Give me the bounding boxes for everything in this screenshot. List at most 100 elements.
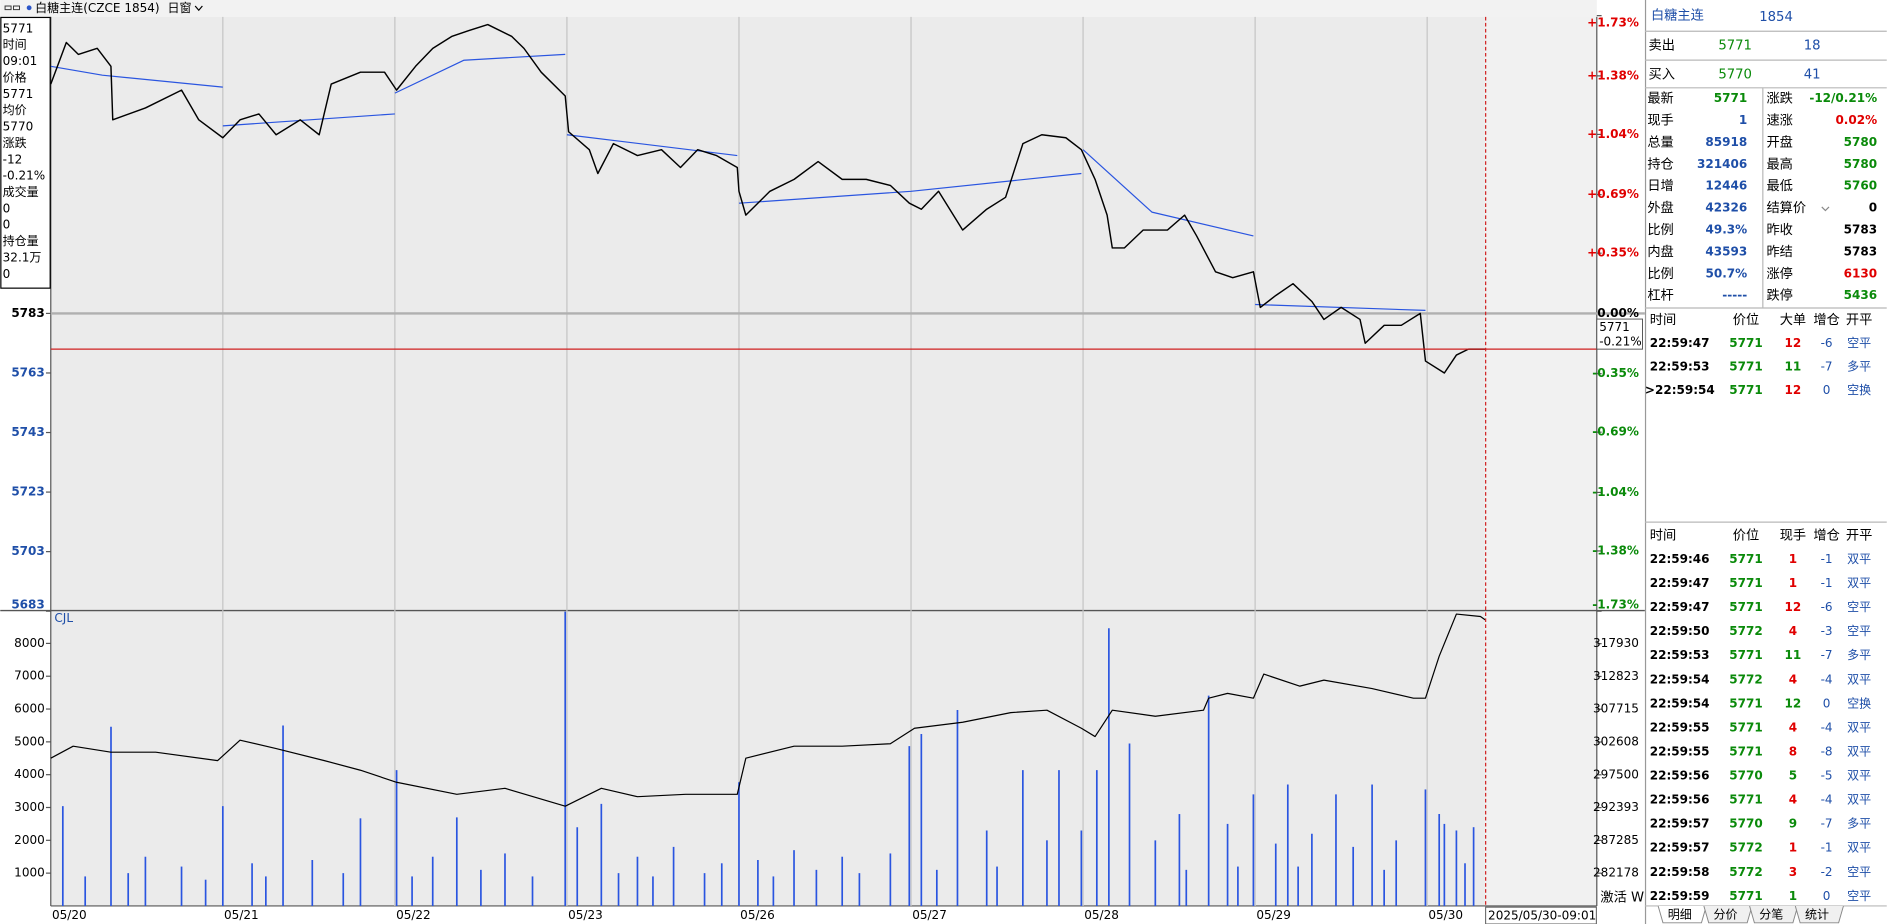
- table-cell: 双平: [1847, 841, 1871, 855]
- table-cell: -6: [1821, 336, 1833, 350]
- stat-label: 结算价: [1766, 200, 1806, 216]
- percent-tick-label: +1.38%: [1587, 68, 1639, 82]
- table-cell: 22:59:59: [1650, 889, 1710, 903]
- stat-label: 杠杆: [1647, 288, 1673, 304]
- table-header: 现手: [1780, 527, 1806, 543]
- stat-value: 49.3%: [1706, 223, 1748, 237]
- table-cell: 5772: [1729, 865, 1762, 879]
- table-cell: -1: [1821, 841, 1833, 855]
- tab-outline[interactable]: [1749, 905, 1799, 924]
- table-cell: 11: [1785, 359, 1802, 373]
- table-cell: 双平: [1847, 769, 1871, 783]
- table-cell: 空平: [1847, 865, 1871, 879]
- date-label: 05/29: [1256, 908, 1291, 922]
- toolbar-icon[interactable]: [4, 5, 12, 11]
- table-cell: 1: [1789, 889, 1797, 903]
- table-cell: -6: [1821, 600, 1833, 614]
- date-label: 05/28: [1084, 908, 1119, 922]
- table-cell: -4: [1821, 672, 1833, 686]
- menu-arrow[interactable]: [194, 5, 203, 12]
- table-cell: 0: [1823, 889, 1831, 903]
- price-tick-label: 5683: [11, 598, 44, 612]
- table-cell: 22:59:54: [1650, 672, 1710, 686]
- settle-dropdown[interactable]: [1821, 206, 1830, 212]
- percent-tick-label: +1.04%: [1587, 127, 1639, 141]
- stat-label: 昨收: [1766, 222, 1792, 238]
- table-cell: -8: [1821, 744, 1833, 758]
- oi-tick-label: 297500: [1593, 767, 1639, 781]
- table-cell: 9: [1789, 817, 1797, 831]
- table-cell: 12: [1785, 600, 1802, 614]
- tab-label[interactable]: 统计: [1805, 907, 1829, 921]
- table-cell: 空平: [1847, 624, 1871, 638]
- table-cell: -4: [1821, 793, 1833, 807]
- stat-label: 最新: [1647, 91, 1673, 107]
- table-cell: 双平: [1847, 672, 1871, 686]
- table-cell: 双平: [1847, 552, 1871, 566]
- stat-value: -----: [1722, 288, 1747, 302]
- table-cell: 22:59:55: [1650, 720, 1710, 734]
- table-cell: 5771: [1729, 744, 1762, 758]
- date-label: 05/21: [224, 908, 259, 922]
- stat-label: 现手: [1647, 113, 1673, 129]
- table-cell: 5770: [1729, 817, 1762, 831]
- percent-tick-label: -0.69%: [1592, 425, 1639, 439]
- stat-value: -12/0.21%: [1809, 91, 1877, 105]
- toolbar-icon[interactable]: [13, 5, 20, 11]
- table-cell: 22:59:58: [1650, 865, 1710, 879]
- table-cell: 5772: [1729, 624, 1762, 638]
- oi-tick-label: 287285: [1593, 833, 1639, 847]
- table-cell: 5771: [1729, 720, 1762, 734]
- stat-label: 内盘: [1647, 243, 1673, 260]
- stat-value: 0: [1869, 201, 1877, 215]
- table-cell: 5: [1789, 769, 1797, 783]
- table-cell: 5772: [1729, 672, 1762, 686]
- stat-value: 5436: [1844, 288, 1877, 302]
- window-menu[interactable]: 日窗: [167, 1, 191, 15]
- table-cell: 22:59:47: [1650, 600, 1710, 614]
- stat-label: 最低: [1766, 178, 1792, 194]
- volume-tick-label: 5000: [14, 734, 45, 748]
- table-cell: 5771: [1729, 576, 1762, 590]
- tab-outline[interactable]: [1794, 905, 1844, 924]
- table-cell: 5772: [1729, 841, 1762, 855]
- table-cell: -7: [1821, 817, 1833, 831]
- tab-outline[interactable]: [1657, 905, 1707, 924]
- oi-tick-label: 302608: [1593, 735, 1639, 749]
- instrument-name: 白糖主连: [1651, 8, 1704, 24]
- stat-label: 速涨: [1766, 113, 1792, 129]
- table-cell: 双平: [1847, 576, 1871, 590]
- table-cell: 空换: [1847, 383, 1871, 397]
- table-cell: 5771: [1729, 600, 1762, 614]
- stat-label: 跌停: [1766, 287, 1792, 304]
- info-row: 5771: [3, 87, 34, 101]
- tab-outline[interactable]: [1703, 905, 1753, 924]
- price-tick-label: 5763: [11, 365, 44, 379]
- stat-value: 5771: [1714, 91, 1747, 105]
- stat-value: 50.7%: [1706, 266, 1748, 280]
- table-header: 价位: [1733, 527, 1759, 543]
- table-cell: 4: [1789, 624, 1797, 638]
- stat-value: 42326: [1705, 201, 1747, 215]
- tab-label[interactable]: 明细: [1668, 907, 1692, 921]
- table-header: 增仓: [1813, 312, 1839, 328]
- table-header: 时间: [1650, 312, 1676, 328]
- stat-value: 43593: [1705, 244, 1747, 258]
- table-cell: -2: [1821, 865, 1833, 879]
- book-volume: 41: [1804, 68, 1821, 83]
- tab-label[interactable]: 分价: [1714, 907, 1738, 921]
- toolbar-title: 白糖主连(CZCE 1854): [35, 0, 159, 15]
- tab-label[interactable]: 分笔: [1759, 906, 1783, 921]
- chart-layer: 05/20 05/21 05/22 05/23 05/26 05/27 05/28 05/29…: [11, 15, 1690, 924]
- cursor-change: -0.21%: [1599, 334, 1642, 348]
- volume-tick-label: 6000: [14, 702, 45, 716]
- volume-tick-label: 8000: [14, 636, 45, 650]
- info-layer: 5771时间09:01价格5771均价5770涨跌-12-0.21%成交量00持…: [3, 21, 46, 280]
- price-tick-label: 5723: [11, 485, 44, 499]
- table-header: 开平: [1846, 528, 1872, 543]
- table-cell: 22:59:57: [1650, 817, 1710, 831]
- stat-label: 涨跌: [1766, 91, 1792, 107]
- oi-tick-label: 317930: [1593, 636, 1639, 650]
- date-label: 05/23: [568, 908, 603, 922]
